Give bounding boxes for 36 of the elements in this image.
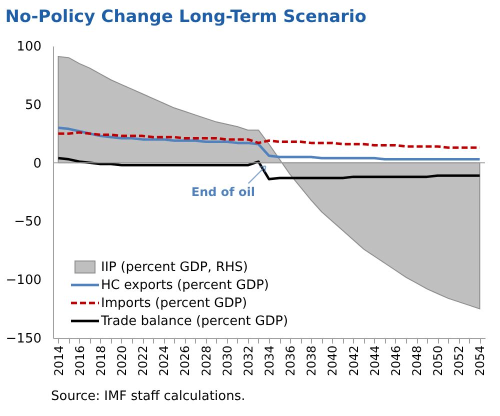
source-note: Source: IMF staff calculations.	[51, 389, 246, 404]
x-tick-label: 2042	[346, 346, 361, 376]
x-tick-label: 2052	[452, 346, 466, 376]
x-tick-label: 2026	[178, 346, 192, 376]
legend-label: Imports (percent GDP)	[101, 296, 248, 311]
line-series	[57, 126, 481, 161]
x-tick-label: 2028	[199, 346, 214, 376]
legend-label: Trade balance (percent GDP)	[100, 314, 288, 329]
x-tick-label: 2046	[388, 346, 403, 376]
x-tick-label: 2024	[157, 346, 172, 376]
x-tick-label: 2036	[284, 346, 298, 376]
x-tick-label: 2050	[431, 346, 446, 376]
annotation: End of oil	[191, 184, 255, 199]
x-tick-label: 2022	[136, 346, 150, 376]
legend-label: HC exports (percent GDP)	[101, 278, 269, 293]
y-tick-label: −150	[6, 332, 42, 346]
y-tick-label: −100	[6, 273, 42, 288]
x-tick-label: 2030	[220, 346, 234, 376]
y-tick-label: 0	[33, 156, 42, 172]
x-tick-label: 2040	[326, 346, 340, 376]
x-tick-label: 2014	[52, 346, 66, 376]
x-tick-label: 2044	[368, 346, 382, 376]
y-tick-label: −50	[14, 214, 42, 230]
x-tick-label: 2018	[94, 346, 108, 376]
x-tick-label: 2048	[410, 346, 424, 376]
y-tick-label: 50	[24, 98, 42, 113]
x-tick-label: 2038	[304, 346, 319, 376]
chart-title: No-Policy Change Long-Term Scenario	[5, 7, 366, 27]
x-tick-label: 2034	[262, 346, 276, 376]
line-series	[57, 156, 481, 180]
x-tick-label: 2020	[114, 346, 129, 376]
x-tick-label: 2054	[473, 346, 488, 376]
x-tick-label: 2032	[241, 346, 256, 376]
y-tick-label: 100	[16, 40, 42, 54]
legend-label: IIP (percent GDP, RHS)	[101, 260, 248, 275]
x-tick-label: 2016	[72, 346, 87, 376]
